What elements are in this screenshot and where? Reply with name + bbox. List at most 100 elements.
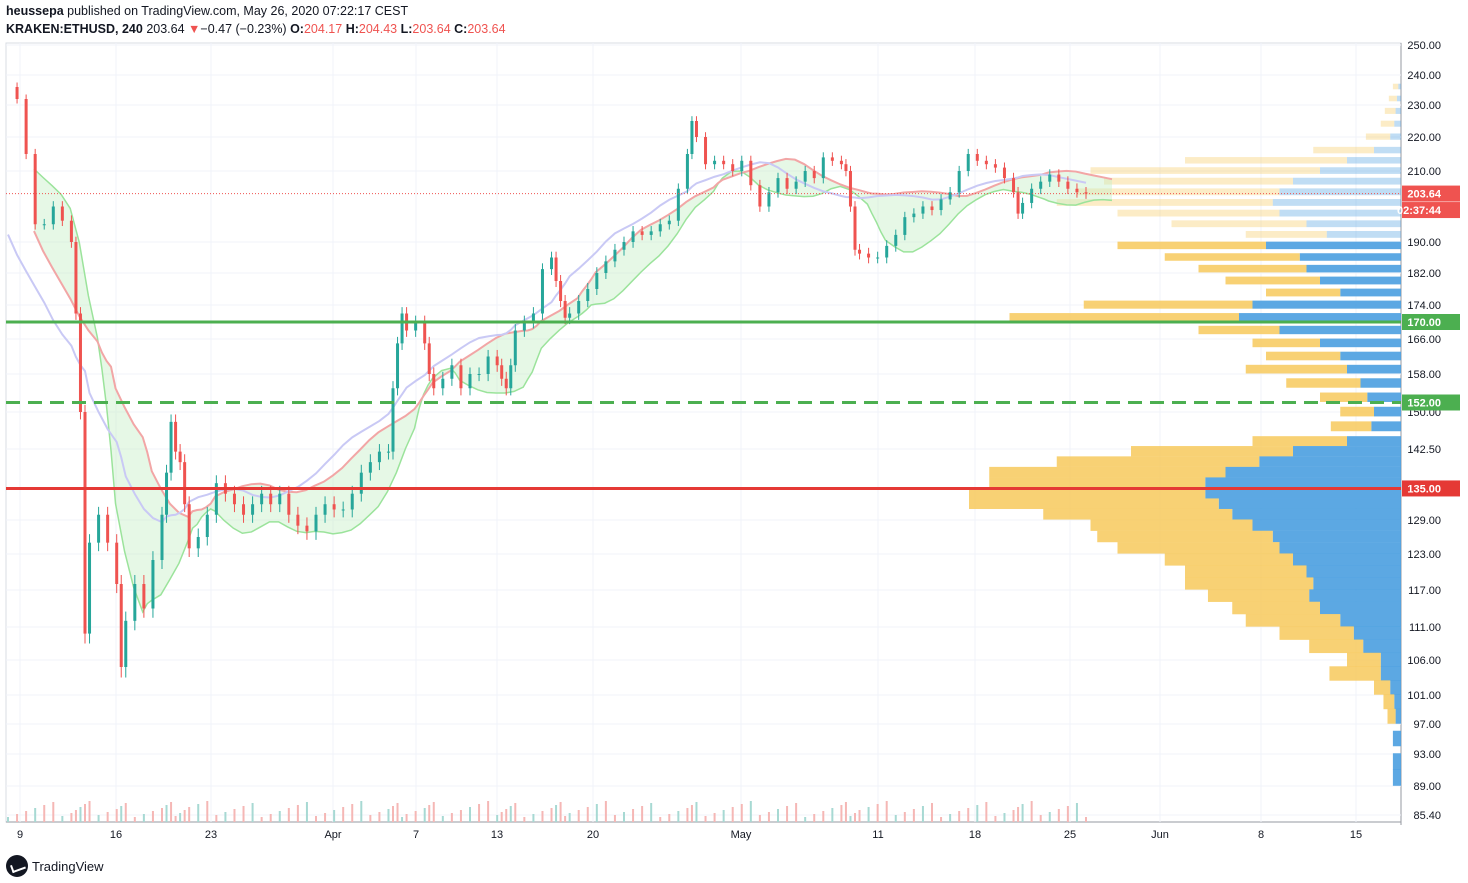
volume-profile-up-bar	[1390, 133, 1401, 140]
candle-body	[269, 493, 273, 505]
volume-profile-up-bar	[1293, 553, 1401, 566]
candle-body	[350, 493, 354, 510]
volume-profile-up-bar	[1398, 83, 1401, 90]
candle-body	[812, 171, 816, 179]
price-axis-label	[1402, 185, 1460, 202]
volume-bar	[668, 814, 671, 822]
candle-body	[930, 206, 934, 211]
volume-bar	[767, 812, 770, 822]
x-tick-label: 20	[587, 829, 599, 841]
volume-profile-up-bar	[1396, 95, 1401, 102]
volume-bar	[650, 803, 653, 822]
volume-bar	[722, 810, 725, 822]
candle-body	[423, 322, 427, 344]
volume-profile-up-bar	[1218, 498, 1401, 510]
volume-bar	[985, 802, 988, 822]
volume-bar	[432, 802, 435, 822]
y-tick-label: 117.00	[1408, 585, 1441, 597]
volume-profile-up-bar	[1293, 446, 1401, 457]
volume-bar	[713, 813, 716, 822]
candle-body	[1057, 174, 1061, 182]
candle-body	[74, 242, 78, 314]
x-tick-label: 16	[110, 829, 122, 841]
price-axis-label	[1402, 314, 1460, 330]
candle-body	[251, 504, 255, 515]
volume-profile-down-bar	[969, 487, 1206, 499]
close-value: 203.64	[467, 22, 506, 36]
candle-body	[432, 374, 436, 389]
volume-bar	[903, 812, 906, 822]
volume-bar	[555, 805, 558, 822]
volume-bar	[161, 808, 163, 822]
candle-body	[305, 525, 309, 532]
volume-profile-up-bar	[1266, 241, 1401, 250]
candle-body	[242, 504, 246, 515]
volume-profile-up-bar	[1279, 325, 1401, 335]
volume-bar	[360, 801, 363, 822]
candle-body	[649, 231, 653, 235]
candle-body	[151, 560, 155, 609]
candle-body	[586, 289, 590, 301]
volume-bar	[369, 815, 372, 822]
candle-body	[323, 504, 327, 515]
candle-body	[24, 99, 28, 154]
y-tick-label: 85.40	[1413, 810, 1441, 822]
volume-bar	[333, 810, 336, 822]
y-tick-label: 250.00	[1407, 40, 1441, 52]
low-value: 203.64	[412, 22, 451, 36]
volume-profile-down-bar	[1117, 241, 1266, 250]
publisher-name[interactable]: heussepa	[6, 4, 64, 18]
volume-bar	[74, 810, 77, 822]
candle-body	[839, 160, 843, 165]
volume-profile-up-bar	[1395, 107, 1401, 114]
volume-bar	[632, 809, 635, 822]
volume-bar	[1003, 813, 1006, 822]
candle-body	[115, 542, 119, 584]
candle-body	[178, 451, 182, 463]
volume-bar	[342, 807, 345, 822]
volume-bar	[305, 802, 308, 822]
volume-profile-down-bar	[1252, 338, 1320, 348]
volume-profile-up-bar	[1374, 406, 1401, 417]
volume-profile-up-bar	[1259, 456, 1401, 467]
candle-body	[939, 199, 943, 211]
volume-bar	[124, 803, 127, 822]
symbol-label[interactable]: KRAKEN:ETHUSD, 240	[6, 22, 143, 36]
candle-body	[400, 313, 404, 344]
y-tick-label: 174.00	[1407, 300, 1441, 312]
price-change: −0.47 (−0.23%)	[200, 22, 287, 36]
y-tick-label: 240.00	[1407, 70, 1441, 82]
volume-bar	[509, 806, 512, 822]
y-tick-label: 106.00	[1407, 655, 1441, 667]
candle-body	[604, 261, 608, 273]
volume-bar	[459, 810, 462, 822]
volume-profile-down-bar	[1117, 542, 1280, 554]
candle-body	[160, 514, 164, 560]
volume-bar	[1030, 801, 1033, 822]
volume-bar	[179, 813, 182, 822]
candle-body	[42, 224, 46, 226]
candle-body	[568, 313, 572, 318]
candle-body	[187, 504, 191, 549]
volume-profile-up-bar	[1309, 589, 1401, 602]
volume-profile-down-bar	[1043, 508, 1233, 520]
candle-body	[232, 493, 236, 505]
volume-profile-down-bar	[1365, 133, 1391, 140]
volume-bar	[949, 814, 952, 822]
brand-name: TradingView	[32, 858, 104, 874]
volume-profile-down-bar	[1320, 392, 1368, 402]
high-value: 204.43	[358, 22, 398, 36]
volume-profile-down-bar	[1207, 589, 1310, 602]
candle-body	[563, 301, 567, 318]
volume-bar	[731, 807, 734, 822]
volume-bar	[34, 808, 37, 822]
volume-profile-down-bar	[1117, 209, 1280, 217]
volume-profile-up-bar	[1380, 666, 1401, 681]
volume-profile-up-bar	[1313, 577, 1401, 590]
price-axis-label	[1402, 394, 1460, 411]
x-tick-label: 7	[413, 829, 419, 841]
volume-profile-up-bar	[1299, 253, 1401, 261]
volume-profile-up-bar	[1232, 508, 1401, 520]
candle-body	[174, 421, 178, 452]
